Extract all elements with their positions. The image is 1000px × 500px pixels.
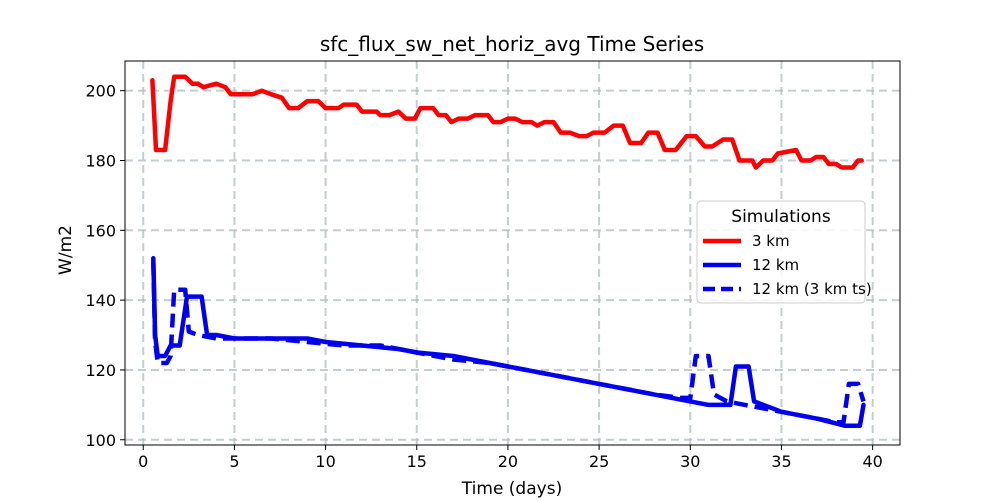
legend-label-3: 12 km (3 km ts) — [752, 280, 872, 298]
y-tick-label: 140 — [85, 291, 116, 310]
x-tick-label: 40 — [862, 452, 882, 471]
x-tick-label: 35 — [771, 452, 791, 471]
legend-label-1: 3 km — [752, 232, 790, 250]
x-tick-label: 20 — [498, 452, 518, 471]
y-axis-title: W/m2 — [56, 225, 76, 275]
y-tick-label: 200 — [85, 82, 116, 101]
x-tick-label: 0 — [138, 452, 148, 471]
x-tick-label: 30 — [680, 452, 700, 471]
plot-frame — [124, 60, 901, 446]
series-line-1 — [150, 74, 864, 170]
y-tick-label: 160 — [85, 221, 116, 240]
series-lines — [150, 74, 866, 429]
y-tick-label: 100 — [85, 431, 116, 450]
x-tick-label: 10 — [315, 452, 335, 471]
chart-title: sfc_flux_sw_net_horiz_avg Time Series — [320, 32, 704, 56]
x-tick-label: 15 — [407, 452, 427, 471]
series-line-3 — [151, 261, 866, 425]
y-tick-label: 120 — [85, 361, 116, 380]
x-tick-label: 5 — [229, 452, 239, 471]
x-axis-title: Time (days) — [461, 479, 562, 499]
legend-title: Simulations — [731, 207, 831, 227]
legend-box — [696, 200, 866, 304]
x-tick-label: 25 — [589, 452, 609, 471]
legend-label-2: 12 km — [752, 256, 799, 274]
legend: Simulations 3 km 12 km 12 km (3 km ts) — [696, 200, 872, 304]
legend-entries: 3 km 12 km 12 km (3 km ts) — [703, 232, 872, 298]
y-tick-label: 180 — [85, 151, 116, 170]
axis-ticks: 0 5 10 15 20 25 30 35 40 100 120 140 160 180 200 — [85, 82, 882, 471]
